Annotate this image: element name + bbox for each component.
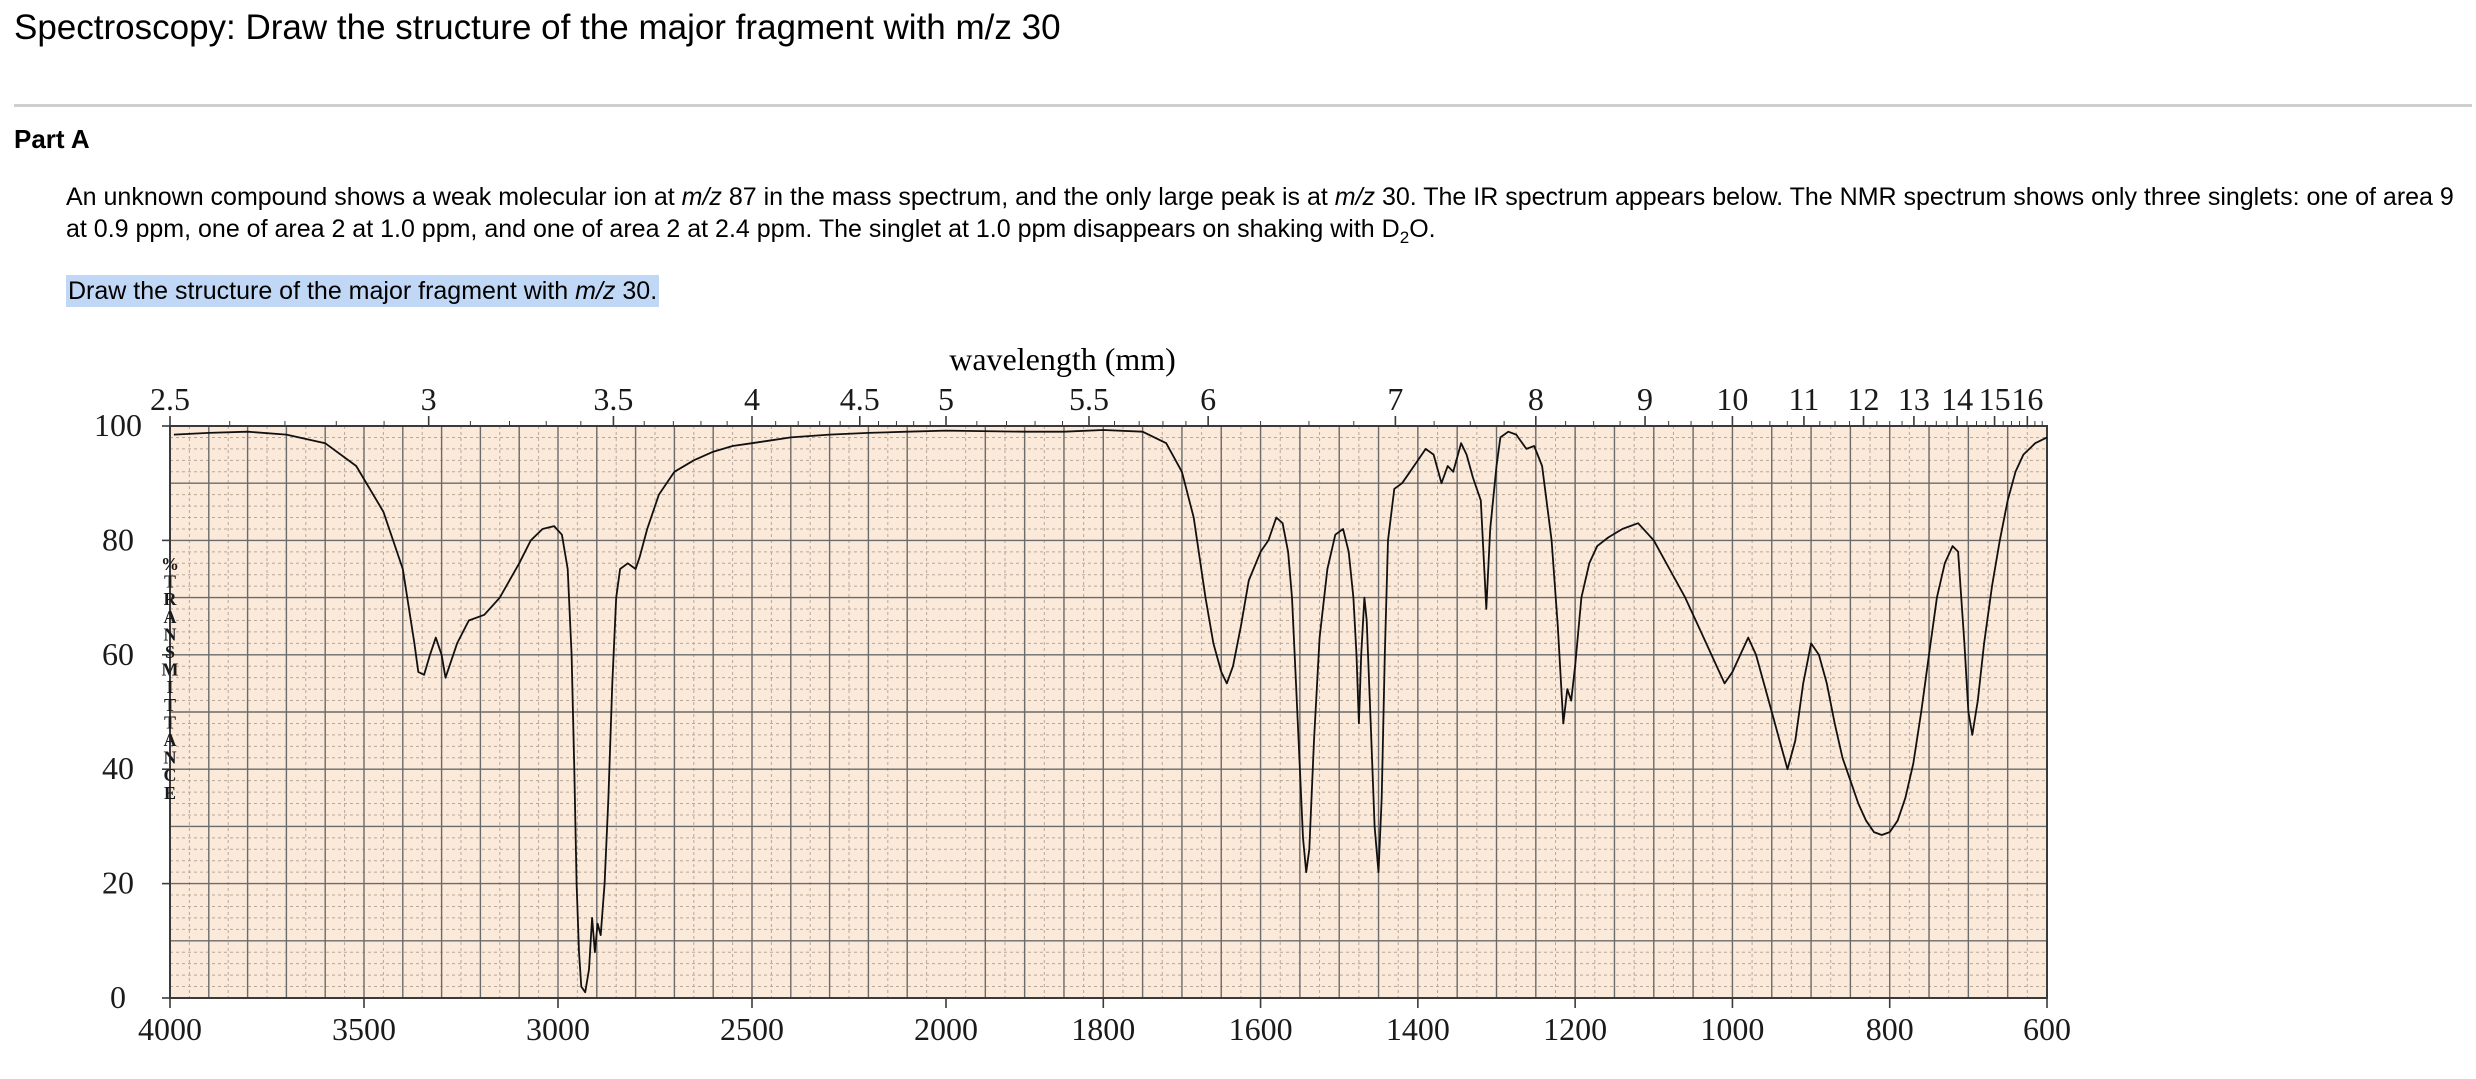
top-tick-label: 9 bbox=[1637, 381, 1653, 417]
bottom-tick-label: 800 bbox=[1866, 1011, 1914, 1047]
y-tick-label: 0 bbox=[110, 979, 126, 1015]
top-tick-label: 4 bbox=[744, 381, 760, 417]
bottom-tick-label: 2500 bbox=[720, 1011, 784, 1047]
y-axis-letter: C bbox=[164, 765, 177, 785]
bottom-tick-label: 1200 bbox=[1543, 1011, 1607, 1047]
text-run: An unknown compound shows a weak molecul… bbox=[66, 183, 682, 211]
y-axis-letter: A bbox=[164, 607, 177, 627]
top-tick-label: 7 bbox=[1387, 381, 1403, 417]
text-run: 30. The IR spectrum appears below. The N… bbox=[66, 183, 2454, 243]
top-tick-label: 5.5 bbox=[1069, 381, 1109, 417]
text-run: m/z bbox=[575, 277, 616, 305]
y-axis-ticks: 100 80 60 40 20 0 bbox=[94, 407, 170, 1015]
bottom-tick-label: 600 bbox=[2023, 1011, 2071, 1047]
text-run: Draw the structure of the major fragment… bbox=[68, 277, 576, 305]
question-prompt: Draw the structure of the major fragment… bbox=[66, 275, 660, 307]
plot-frame bbox=[169, 425, 2048, 999]
y-axis-letter: S bbox=[165, 642, 175, 662]
text-run: O. bbox=[1409, 215, 1436, 243]
ir-spectrum-svg: wavelength (mm) 2.5 3 3.5 4 4.5 5 5.5 6 7 8 9 10 11 1… bbox=[94, 341, 2071, 1047]
problem-text: An unknown compound shows a weak molecul… bbox=[66, 181, 2466, 254]
top-tick-label: 11 bbox=[1789, 381, 1820, 417]
top-tick-label: 3.5 bbox=[593, 381, 633, 417]
text-run: 87 in the mass spectrum, and the only la… bbox=[721, 183, 1335, 211]
top-tick-label: 8 bbox=[1528, 381, 1544, 417]
text-run: 2 bbox=[1399, 228, 1410, 247]
top-tick-label: 2.5 bbox=[150, 381, 190, 417]
y-axis-letter: R bbox=[164, 589, 178, 609]
part-label: Part A bbox=[14, 124, 90, 154]
top-tick-label: 5 bbox=[938, 381, 954, 417]
top-tick-label: 3 bbox=[421, 381, 437, 417]
top-tick-label: 6 bbox=[1200, 381, 1216, 417]
top-tick-label: 14 bbox=[1941, 381, 1973, 417]
text-run: m/z bbox=[681, 183, 722, 211]
bottom-tick-label: 2000 bbox=[914, 1011, 978, 1047]
bottom-tick-label: 1000 bbox=[1700, 1011, 1764, 1047]
bottom-axis-ticks: 4000 3500 3000 2500 2000 1800 1600 1400 1200 1000… bbox=[138, 998, 2071, 1047]
y-axis-letter: T bbox=[164, 695, 176, 715]
title-divider bbox=[14, 104, 2472, 107]
page-title: Spectroscopy: Draw the structure of the … bbox=[14, 8, 1061, 47]
y-axis-letter: % bbox=[161, 554, 179, 574]
bottom-tick-label: 3500 bbox=[332, 1011, 396, 1047]
y-axis-letter: I bbox=[166, 677, 173, 697]
bottom-tick-label: 1400 bbox=[1386, 1011, 1450, 1047]
y-axis-letter: E bbox=[164, 783, 176, 803]
y-tick-label: 40 bbox=[102, 750, 134, 786]
top-axis-ticks: 2.5 3 3.5 4 4.5 5 5.5 6 7 8 9 10 11 12 13 14 15 16 bbox=[150, 381, 2043, 426]
bottom-tick-label: 4000 bbox=[138, 1011, 202, 1047]
text-run: m/z bbox=[1334, 183, 1376, 211]
y-axis-letter: N bbox=[164, 748, 177, 768]
y-axis-letter: N bbox=[164, 624, 177, 644]
bottom-tick-label: 3000 bbox=[526, 1011, 590, 1047]
top-tick-label: 16 bbox=[2011, 381, 2043, 417]
top-axis-title: wavelength (mm) bbox=[949, 341, 1176, 377]
major-grid bbox=[170, 426, 2047, 998]
top-tick-label: 12 bbox=[1848, 381, 1880, 417]
top-tick-label: 13 bbox=[1898, 381, 1930, 417]
y-axis-letter: A bbox=[164, 730, 177, 750]
y-axis-letter: T bbox=[164, 712, 176, 732]
text-run: 30. bbox=[615, 277, 658, 305]
top-tick-label: 4.5 bbox=[840, 381, 880, 417]
ir-spectrum-chart: wavelength (mm) 2.5 3 3.5 4 4.5 5 5.5 6 7 8 9 10 11 1… bbox=[0, 330, 2476, 1074]
y-axis-letter: T bbox=[164, 572, 176, 592]
y-tick-label: 60 bbox=[102, 636, 134, 672]
y-tick-label: 20 bbox=[102, 865, 134, 901]
top-tick-label: 15 bbox=[1979, 381, 2011, 417]
y-tick-label: 100 bbox=[94, 407, 142, 443]
bottom-tick-label: 1800 bbox=[1071, 1011, 1135, 1047]
y-axis-letter: M bbox=[162, 660, 179, 680]
top-tick-label: 10 bbox=[1716, 381, 1748, 417]
bottom-tick-label: 1600 bbox=[1229, 1011, 1293, 1047]
spectrum-trace bbox=[173, 429, 2048, 994]
y-tick-label: 80 bbox=[102, 521, 134, 557]
